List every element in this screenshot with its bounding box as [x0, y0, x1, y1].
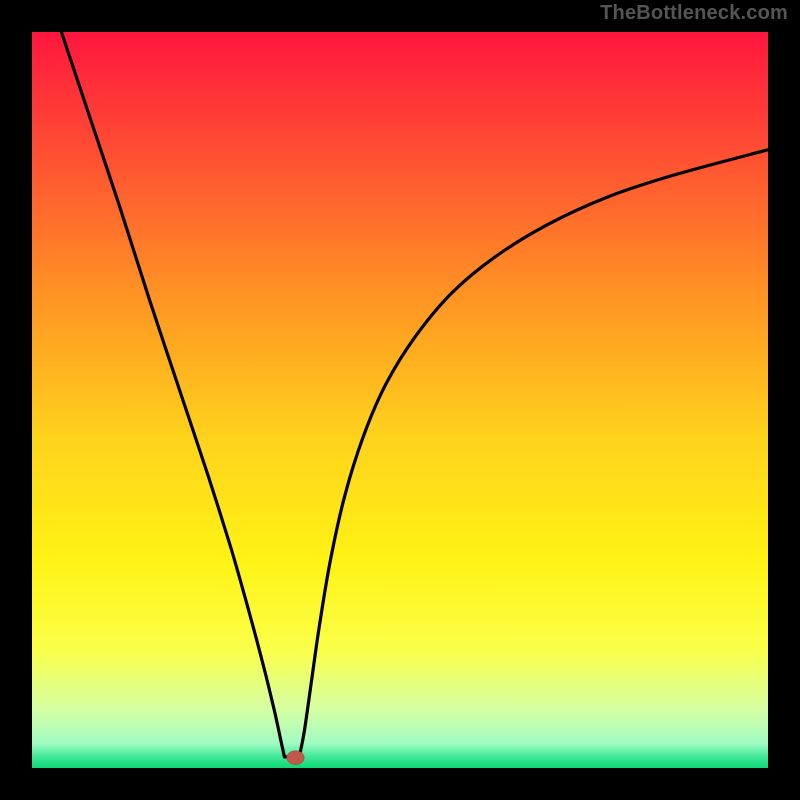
- chart-frame: TheBottleneck.com: [0, 0, 800, 800]
- plot-area: [32, 32, 768, 768]
- plot-background: [32, 32, 768, 768]
- plot-svg: [32, 32, 768, 768]
- watermark-text: TheBottleneck.com: [600, 2, 788, 25]
- min-marker: [287, 751, 305, 765]
